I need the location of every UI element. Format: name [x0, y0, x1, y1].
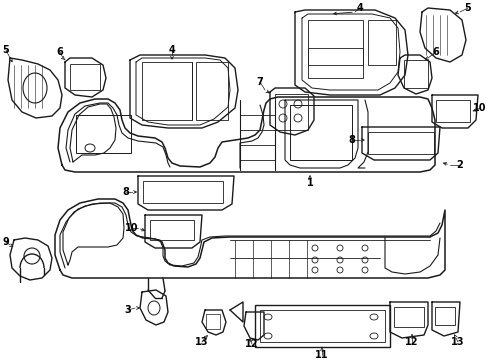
- Text: 3: 3: [124, 305, 131, 315]
- Text: 10: 10: [473, 103, 487, 113]
- Bar: [275, 94, 308, 130]
- Text: 4: 4: [169, 45, 175, 55]
- Bar: [142, 62, 192, 120]
- Bar: [404, 60, 428, 88]
- Bar: [150, 220, 194, 240]
- Bar: [196, 62, 228, 120]
- Text: 5: 5: [465, 3, 471, 13]
- Text: 7: 7: [257, 77, 264, 87]
- Text: 9: 9: [2, 237, 9, 247]
- Bar: [436, 100, 470, 122]
- Bar: [260, 310, 385, 342]
- Text: 2: 2: [457, 160, 464, 170]
- Text: 12: 12: [245, 339, 259, 349]
- Bar: [435, 307, 455, 325]
- Bar: [143, 181, 223, 203]
- Text: 5: 5: [2, 45, 9, 55]
- Bar: [368, 20, 396, 65]
- Text: 10: 10: [125, 223, 139, 233]
- Text: 6: 6: [57, 47, 63, 57]
- Bar: [70, 64, 100, 90]
- Bar: [290, 105, 352, 160]
- Text: 13: 13: [195, 337, 209, 347]
- Text: 1: 1: [307, 178, 314, 188]
- Text: 11: 11: [315, 350, 329, 360]
- Text: 13: 13: [451, 337, 465, 347]
- Text: 6: 6: [433, 47, 440, 57]
- Bar: [368, 132, 434, 154]
- Bar: [206, 314, 220, 329]
- Text: 8: 8: [348, 135, 355, 145]
- Bar: [76, 115, 131, 153]
- Text: 8: 8: [122, 187, 129, 197]
- Bar: [308, 20, 363, 65]
- Bar: [308, 48, 363, 78]
- Text: 4: 4: [357, 3, 364, 13]
- Bar: [255, 305, 390, 347]
- Bar: [394, 307, 424, 327]
- Text: 12: 12: [405, 337, 419, 347]
